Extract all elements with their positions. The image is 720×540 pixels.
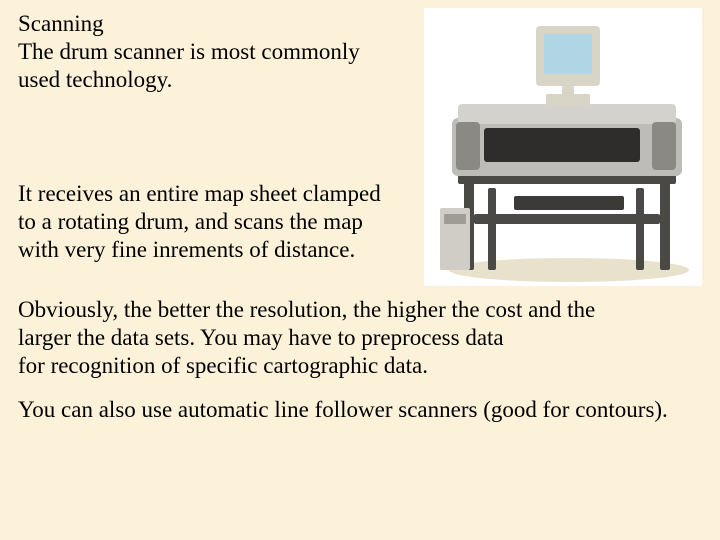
spacer-1 <box>18 94 416 180</box>
slide: Scanning The drum scanner is most common… <box>0 0 720 540</box>
upper-text-column: Scanning The drum scanner is most common… <box>18 8 416 264</box>
paragraph-4: You can also use automatic line follower… <box>18 396 702 424</box>
p3-line-3: for recognition of specific cartographic… <box>18 353 428 378</box>
scanner-illustration <box>424 8 702 286</box>
p1-line-1: The drum scanner is most commonly <box>18 39 360 64</box>
lower-text: Obviously, the better the resolution, th… <box>18 296 702 424</box>
paragraph-1: The drum scanner is most commonly used t… <box>18 38 416 94</box>
paragraph-3: Obviously, the better the resolution, th… <box>18 296 702 380</box>
p2-line-3: with very fine inrements of distance. <box>18 237 355 262</box>
top-row: Scanning The drum scanner is most common… <box>18 8 702 286</box>
p2-line-1: It receives an entire map sheet clamped <box>18 181 381 206</box>
p4-line-1: You can also use automatic line follower… <box>18 397 668 422</box>
heading: Scanning <box>18 10 416 38</box>
spacer-2 <box>18 380 702 396</box>
scanner-svg <box>424 8 702 286</box>
p2-line-2: to a rotating drum, and scans the map <box>18 209 363 234</box>
paragraph-2: It receives an entire map sheet clamped … <box>18 180 416 264</box>
p3-line-2: larger the data sets. You may have to pr… <box>18 325 504 350</box>
p1-line-2: used technology. <box>18 67 172 92</box>
p3-line-1: Obviously, the better the resolution, th… <box>18 297 595 322</box>
